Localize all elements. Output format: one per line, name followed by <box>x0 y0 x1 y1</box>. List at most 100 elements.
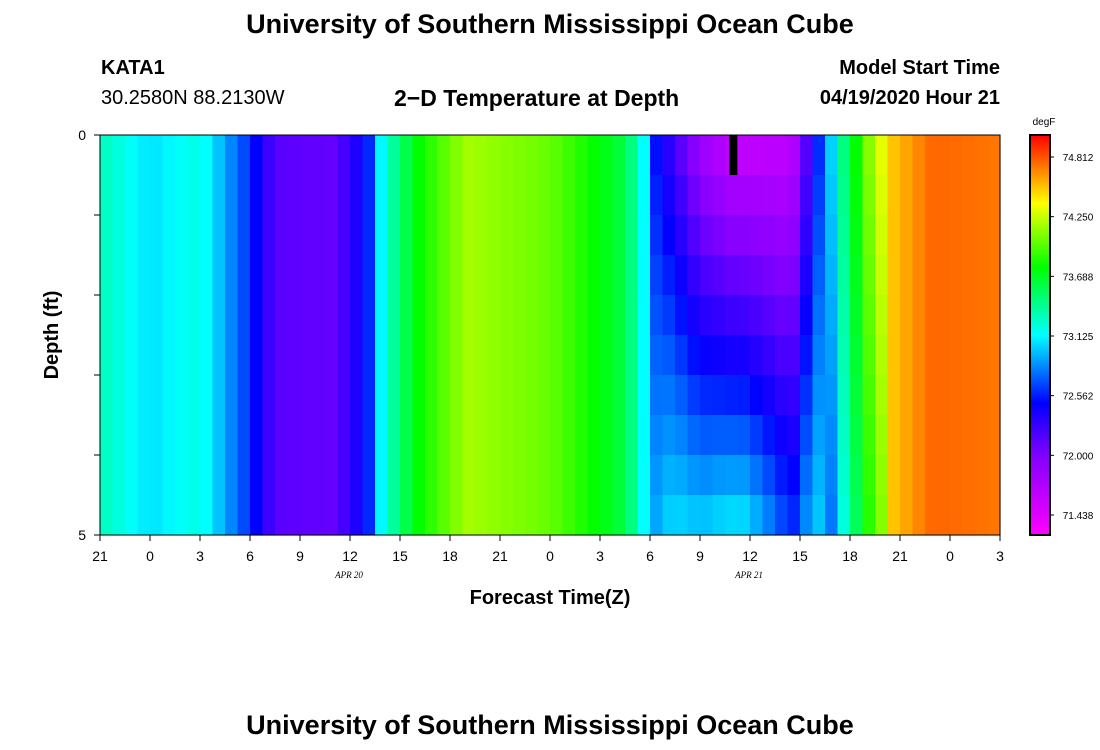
heatmap-cell <box>587 255 601 296</box>
heatmap-cell <box>400 135 414 176</box>
heatmap-cell <box>200 295 214 336</box>
heatmap-cell <box>200 495 214 536</box>
heatmap-cell <box>512 215 526 256</box>
heatmap-cell <box>225 415 239 456</box>
heatmap-cell <box>850 175 864 216</box>
heatmap-cell <box>600 375 614 416</box>
heatmap-cell <box>862 295 876 336</box>
heatmap-cell <box>325 255 339 296</box>
heatmap-cell <box>137 335 151 376</box>
heatmap-cell <box>475 455 489 496</box>
heatmap-cell <box>850 495 864 536</box>
heatmap-cell <box>387 455 401 496</box>
heatmap-cell <box>700 215 714 256</box>
heatmap-cell <box>862 495 876 536</box>
heatmap-cell <box>337 335 351 376</box>
heatmap-cell <box>762 415 776 456</box>
heatmap-cell <box>850 295 864 336</box>
heatmap-cell <box>312 495 326 536</box>
heatmap-cell <box>550 255 564 296</box>
heatmap-cell <box>212 175 226 216</box>
heatmap-cell <box>337 495 351 536</box>
heatmap-cell <box>925 495 939 536</box>
heatmap-cell <box>225 175 239 216</box>
heatmap-cell <box>112 255 126 296</box>
heatmap-cell <box>675 375 689 416</box>
heatmap-cell <box>237 255 251 296</box>
heatmap-cell <box>500 135 514 176</box>
heatmap-cell <box>975 295 989 336</box>
heatmap-cell <box>287 455 301 496</box>
heatmap-cell <box>612 335 626 376</box>
heatmap-cell <box>262 335 276 376</box>
heatmap-cell <box>675 175 689 216</box>
heatmap-cell <box>700 495 714 536</box>
heatmap-cell <box>575 215 589 256</box>
y-tick-label: 5 <box>78 527 86 543</box>
heatmap-cell <box>525 135 539 176</box>
heatmap-cell <box>112 415 126 456</box>
x-tick-label: 0 <box>146 548 154 564</box>
heatmap-cell <box>625 255 639 296</box>
heatmap-cell <box>962 455 976 496</box>
heatmap-cell <box>962 495 976 536</box>
heatmap-cell <box>725 375 739 416</box>
heatmap-cell <box>637 135 651 176</box>
heatmap-cell <box>612 135 626 176</box>
heatmap-cell <box>475 295 489 336</box>
heatmap-cell <box>412 375 426 416</box>
heatmap-cell <box>112 215 126 256</box>
heatmap-cell <box>387 295 401 336</box>
heatmap-cell <box>775 415 789 456</box>
heatmap-cell <box>887 335 901 376</box>
heatmap-cell <box>487 415 501 456</box>
heatmap-cell <box>525 295 539 336</box>
heatmap-cell <box>225 215 239 256</box>
heatmap-cell <box>112 175 126 216</box>
heatmap-cell <box>100 495 114 536</box>
heatmap-cell <box>662 375 676 416</box>
heatmap-cell <box>837 135 851 176</box>
heatmap-cell <box>725 175 739 216</box>
heatmap-cell <box>262 375 276 416</box>
colorbar-label: 73.125 <box>1063 332 1094 343</box>
heatmap-cell <box>937 175 951 216</box>
heatmap-cell <box>625 175 639 216</box>
heatmap-cell <box>437 415 451 456</box>
heatmap-cell <box>400 255 414 296</box>
heatmap-cell <box>987 215 1001 256</box>
heatmap-cell <box>862 255 876 296</box>
heatmap-cell <box>600 335 614 376</box>
heatmap-cell <box>937 375 951 416</box>
heatmap-cell <box>912 455 926 496</box>
heatmap-cell <box>200 455 214 496</box>
heatmap-cell <box>625 215 639 256</box>
heatmap-cell <box>300 455 314 496</box>
heatmap-cell <box>850 215 864 256</box>
heatmap-cell <box>475 255 489 296</box>
heatmap-cell <box>137 255 151 296</box>
heatmap-cell <box>975 135 989 176</box>
heatmap-cell <box>212 375 226 416</box>
heatmap-cell <box>575 455 589 496</box>
heatmap-cell <box>475 415 489 456</box>
heatmap-cell <box>287 295 301 336</box>
heatmap-cell <box>825 455 839 496</box>
heatmap-cell <box>200 375 214 416</box>
heatmap-cell <box>975 455 989 496</box>
heatmap-cell <box>250 495 264 536</box>
heatmap-cell <box>912 135 926 176</box>
heatmap-cell <box>525 375 539 416</box>
heatmap-cell <box>675 135 689 176</box>
heatmap-cell <box>450 495 464 536</box>
heatmap-cell <box>812 215 826 256</box>
heatmap-cell <box>737 135 751 176</box>
heatmap-cell <box>537 495 551 536</box>
heatmap-cell <box>225 455 239 496</box>
x-tick-label: 12 <box>342 548 358 564</box>
heatmap-cell <box>187 135 201 176</box>
heatmap-cell <box>550 375 564 416</box>
heatmap-cell <box>887 135 901 176</box>
heatmap-cell <box>287 215 301 256</box>
